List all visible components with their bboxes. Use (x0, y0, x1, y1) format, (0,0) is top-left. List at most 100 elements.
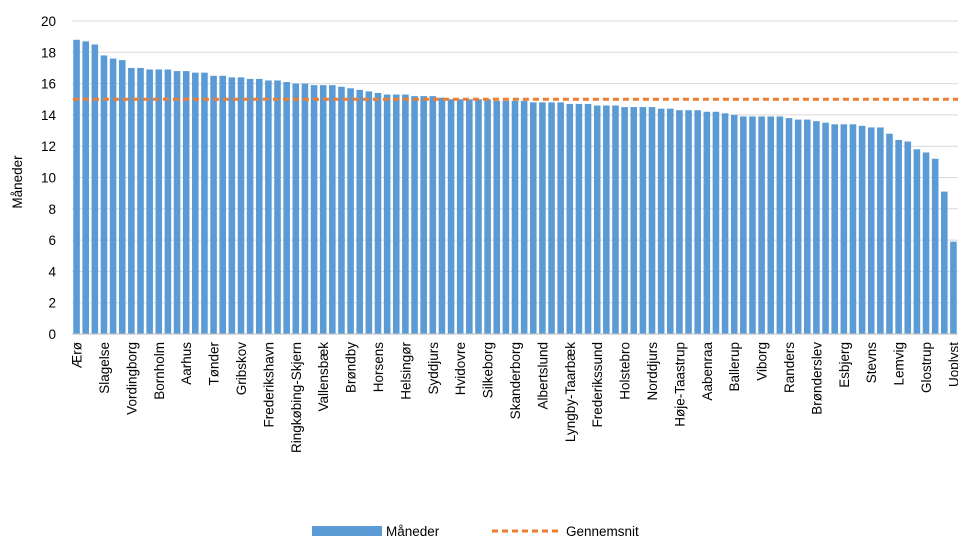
bar (676, 110, 683, 334)
bar (666, 108, 674, 334)
bar (566, 103, 574, 334)
x-tick-label: Helsingør (398, 341, 413, 399)
x-tick-label: Skanderborg (508, 342, 523, 419)
y-axis-label: Måneder (10, 155, 25, 209)
bar (511, 100, 519, 334)
bar (941, 191, 948, 334)
x-tick-label: Brønderslev (809, 342, 824, 415)
bar (922, 152, 930, 334)
bar (402, 94, 409, 334)
bar (877, 127, 884, 334)
x-tick-label: Høje-Taastrup (672, 342, 687, 427)
bar (292, 83, 300, 334)
bar (493, 100, 501, 334)
bar (557, 102, 564, 334)
bar (301, 83, 309, 334)
bar (685, 110, 692, 334)
bar (109, 58, 117, 335)
bar (813, 121, 820, 334)
y-tick-label: 8 (48, 202, 56, 217)
bar (721, 113, 729, 334)
x-tick-labels: Ærø Slagelse Vordingborg Bornholm Aarhus Tønd… (70, 341, 958, 453)
x-tick-label: Lemvig (892, 342, 907, 386)
x-tick-label: Uoplyst (946, 342, 958, 387)
x-tick-label: Stevns (864, 342, 879, 384)
x-tick-label: Frederikshavn (261, 342, 276, 428)
bar (575, 103, 583, 334)
bar (648, 107, 656, 334)
bar (794, 119, 802, 334)
x-tick-label: Aabenraa (700, 342, 715, 401)
bar (219, 75, 226, 334)
x-tick-label: Ballerup (727, 342, 742, 392)
bar (329, 85, 336, 334)
bar (886, 133, 893, 334)
bar (73, 39, 80, 334)
y-tick-label: 16 (41, 77, 56, 92)
x-tick-label: Randers (782, 342, 797, 393)
bar (703, 111, 711, 335)
bar (319, 85, 327, 334)
bar (392, 94, 400, 334)
x-tick-label: Gribskov (234, 342, 249, 396)
bar (858, 125, 866, 334)
x-tick-label: Holstebro (618, 342, 633, 400)
bar (374, 92, 382, 335)
y-tick-label: 10 (41, 171, 56, 186)
bar (584, 103, 592, 334)
bar (931, 158, 939, 334)
x-tick-label: Tønder (207, 341, 222, 385)
legend-line-label: Gennemsnit (566, 524, 639, 539)
bar (657, 108, 665, 334)
y-tick-label: 2 (48, 296, 56, 311)
bar (128, 67, 135, 334)
bar (612, 105, 619, 334)
bar (840, 124, 848, 334)
y-tick-label: 18 (41, 45, 56, 60)
bar (164, 69, 172, 334)
bar (950, 241, 957, 334)
y-tick-label: 12 (41, 139, 56, 154)
x-tick-label: Norddjurs (645, 342, 660, 401)
bar (310, 85, 318, 334)
bar (776, 116, 784, 335)
y-tick-label: 4 (48, 264, 56, 279)
bar (913, 149, 921, 334)
bar (730, 114, 738, 335)
bar (118, 60, 126, 335)
bar (603, 105, 610, 334)
bar (740, 116, 747, 335)
bar (265, 80, 272, 334)
bar (228, 77, 236, 334)
bar (356, 89, 364, 334)
y-tick-labels: 0 2 4 6 8 10 12 14 16 18 20 (41, 14, 57, 342)
bar (529, 102, 537, 334)
bar (155, 69, 163, 334)
x-tick-label: Slagelse (97, 342, 112, 394)
y-tick-label: 6 (48, 233, 56, 248)
bar (758, 116, 765, 335)
bar (904, 141, 912, 334)
x-tick-label: Silkeborg (481, 342, 496, 398)
bar (621, 107, 628, 334)
bar (822, 122, 829, 334)
bar (502, 100, 510, 334)
x-tick-label: Brøndby (344, 342, 359, 393)
bar (91, 44, 99, 334)
legend: Måneder Gennemsnit (312, 524, 639, 539)
bar (255, 78, 263, 335)
bar (274, 80, 281, 334)
bar (831, 124, 838, 334)
bar (639, 107, 647, 334)
bar (466, 99, 473, 334)
bar (867, 127, 875, 334)
x-tick-label: Glostrup (919, 342, 934, 393)
x-tick-label: Bornholm (152, 342, 167, 400)
x-tick-label: Vordingborg (124, 342, 139, 415)
bar (411, 96, 418, 335)
bar (475, 99, 482, 334)
bar (548, 102, 555, 334)
bar (283, 82, 290, 334)
bar (593, 105, 601, 334)
bar (539, 102, 546, 334)
